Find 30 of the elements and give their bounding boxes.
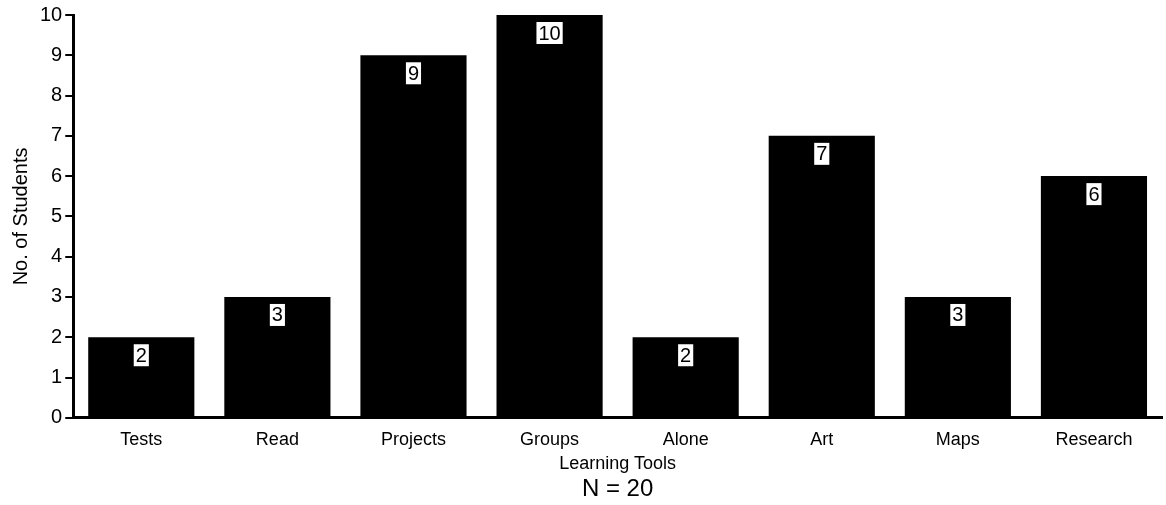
data-label: 3 (952, 303, 964, 326)
y-tick-label: 8 (51, 83, 63, 106)
x-tick-label: Tests (120, 428, 163, 449)
y-axis-title: No. of Students (8, 147, 31, 286)
y-tick-label: 1 (51, 365, 63, 388)
data-label: 7 (816, 142, 828, 165)
x-tick-label: Art (810, 428, 834, 449)
y-tick-label: 10 (40, 2, 63, 25)
data-label: 6 (1088, 182, 1100, 205)
x-tick-label: Groups (520, 428, 580, 449)
y-tick-label: 5 (51, 203, 63, 226)
x-tick-label: Projects (380, 428, 446, 449)
data-label: 10 (538, 21, 561, 44)
y-tick-label: 2 (51, 324, 63, 347)
x-tick-label: Alone (662, 428, 709, 449)
x-tick-label: Read (255, 428, 299, 449)
x-axis-title: Learning Tools (559, 453, 677, 474)
y-tick-label: 4 (51, 244, 63, 267)
text: N = 20 (581, 473, 654, 501)
y-tick-label: 0 (51, 405, 63, 428)
x-tick-label: Maps (935, 428, 980, 449)
data-label: 2 (135, 343, 147, 366)
y-tick-label: 3 (51, 284, 63, 307)
data-label: 3 (271, 303, 283, 326)
y-tick-label: 7 (51, 123, 63, 146)
data-label: 9 (407, 61, 420, 84)
y-tick-label: 6 (51, 163, 63, 186)
data-label: 2 (680, 343, 692, 366)
x-tick-label: Research (1055, 428, 1133, 449)
y-tick-label: 9 (51, 42, 63, 65)
